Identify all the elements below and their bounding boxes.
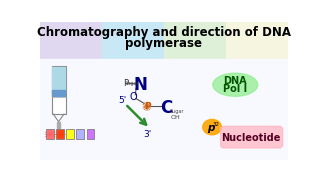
Text: P: P xyxy=(123,79,128,88)
Text: p: p xyxy=(208,123,215,133)
Ellipse shape xyxy=(203,119,221,135)
Text: Pol I: Pol I xyxy=(223,84,247,94)
Text: Nucleotide: Nucleotide xyxy=(221,133,281,143)
Bar xyxy=(40,58,288,160)
Text: Chromatography and direction of DNA: Chromatography and direction of DNA xyxy=(37,26,291,39)
Text: C: C xyxy=(160,99,172,117)
Bar xyxy=(52,66,66,114)
Text: 32: 32 xyxy=(212,122,220,127)
Bar xyxy=(66,129,74,139)
Ellipse shape xyxy=(213,73,258,96)
Text: OH: OH xyxy=(171,115,181,120)
Text: N: N xyxy=(134,76,148,94)
Bar xyxy=(102,22,164,58)
Bar xyxy=(52,67,65,93)
Bar xyxy=(76,129,84,139)
Text: Sugar: Sugar xyxy=(124,81,139,86)
Text: Sugar: Sugar xyxy=(169,109,184,114)
Bar xyxy=(46,129,54,139)
Text: O: O xyxy=(129,92,137,102)
FancyBboxPatch shape xyxy=(220,126,283,148)
Text: P: P xyxy=(144,102,150,111)
Text: 3': 3' xyxy=(143,130,151,139)
Text: polymerase: polymerase xyxy=(125,37,203,50)
Bar xyxy=(40,22,102,58)
Bar xyxy=(56,129,64,139)
Text: 5': 5' xyxy=(118,96,126,105)
Text: DNA: DNA xyxy=(223,76,247,86)
Bar xyxy=(164,22,226,58)
Bar xyxy=(86,129,94,139)
Bar xyxy=(57,122,60,128)
Bar xyxy=(52,90,65,96)
Bar xyxy=(226,22,288,58)
